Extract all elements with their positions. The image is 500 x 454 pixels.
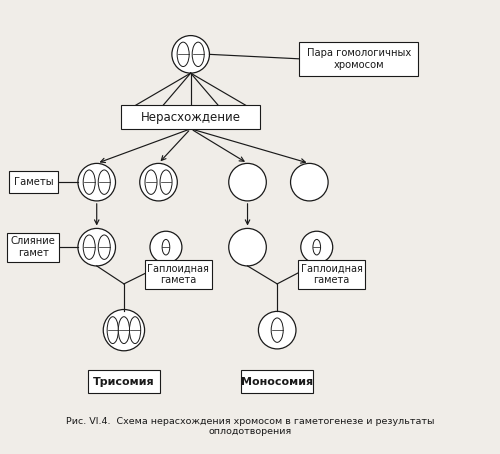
Text: Трисомия: Трисомия: [93, 377, 154, 387]
Ellipse shape: [228, 228, 266, 266]
Ellipse shape: [271, 318, 283, 342]
Text: Рис. VI.4.  Схема нерасхождения хромосом в гаметогенезе и результаты
оплодотворе: Рис. VI.4. Схема нерасхождения хромосом …: [66, 417, 434, 436]
Text: Гаплоидная
гамета: Гаплоидная гамета: [300, 263, 362, 285]
Ellipse shape: [98, 235, 110, 259]
Text: Гаплоидная
гамета: Гаплоидная гамета: [148, 263, 209, 285]
Ellipse shape: [228, 163, 266, 201]
Ellipse shape: [103, 310, 144, 351]
Ellipse shape: [192, 42, 204, 67]
Ellipse shape: [172, 35, 210, 73]
FancyBboxPatch shape: [300, 42, 418, 76]
Ellipse shape: [160, 170, 172, 194]
Ellipse shape: [78, 163, 116, 201]
Ellipse shape: [162, 239, 170, 255]
FancyBboxPatch shape: [8, 232, 60, 262]
Ellipse shape: [83, 170, 95, 194]
Ellipse shape: [140, 163, 177, 201]
FancyBboxPatch shape: [145, 260, 212, 289]
Ellipse shape: [83, 235, 95, 259]
FancyBboxPatch shape: [242, 370, 313, 393]
Ellipse shape: [145, 170, 157, 194]
Ellipse shape: [107, 317, 118, 344]
FancyBboxPatch shape: [298, 260, 365, 289]
Ellipse shape: [78, 228, 116, 266]
FancyBboxPatch shape: [122, 105, 260, 129]
Text: Моносомия: Моносомия: [241, 377, 314, 387]
Ellipse shape: [130, 317, 140, 344]
Text: Пара гомологичных
хромосом: Пара гомологичных хромосом: [306, 48, 411, 69]
Ellipse shape: [301, 231, 332, 263]
Ellipse shape: [258, 311, 296, 349]
Text: Нерасхождение: Нерасхождение: [140, 111, 240, 123]
Ellipse shape: [290, 163, 328, 201]
FancyBboxPatch shape: [8, 172, 58, 193]
Ellipse shape: [313, 239, 320, 255]
Ellipse shape: [98, 170, 110, 194]
Text: Слияние
гамет: Слияние гамет: [11, 237, 56, 258]
Ellipse shape: [150, 231, 182, 263]
FancyBboxPatch shape: [88, 370, 160, 393]
Text: Гаметы: Гаметы: [14, 177, 53, 187]
Ellipse shape: [118, 317, 130, 344]
Ellipse shape: [177, 42, 189, 67]
